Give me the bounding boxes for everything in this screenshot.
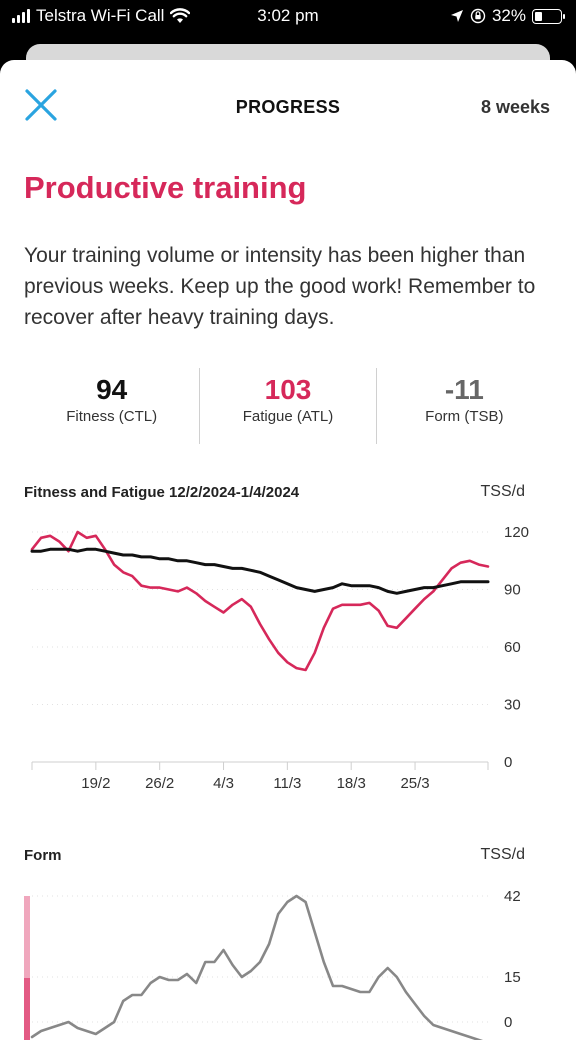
period-selector[interactable]: 8 weeks <box>480 97 550 117</box>
fitness-fatigue-chart-title: Fitness and Fatigue 12/2/2024-1/4/2024 <box>24 484 300 501</box>
battery-percent: 32% <box>491 6 526 25</box>
x-tick-label: 25/3 <box>400 775 429 792</box>
fitness-fatigue-chart-unit: TSS/d <box>480 483 525 500</box>
x-tick-label: 18/3 <box>337 775 366 792</box>
clock: 3:02 pm <box>257 6 319 25</box>
progress-sheet: PROGRESS 8 weeks Productive training You… <box>0 60 576 1040</box>
battery-icon <box>532 8 565 24</box>
x-tick-label: 26/2 <box>145 775 174 792</box>
fitness-series-line <box>30 547 490 595</box>
y-tick-label: 42 <box>504 888 521 905</box>
y-tick-label: 60 <box>504 639 521 656</box>
form-zone-bar <box>24 896 30 978</box>
metric-label: Fitness (CTL) <box>66 408 158 425</box>
form-chart[interactable]: 0 15 42 <box>0 880 576 1040</box>
y-tick-label: 0 <box>504 1014 512 1031</box>
x-tick-label: 11/3 <box>273 775 301 792</box>
metric-form: -11 Form (TSB) <box>375 368 552 444</box>
page-title: PROGRESS <box>235 97 341 117</box>
y-tick-label: 120 <box>504 524 529 541</box>
carrier-label: Telstra Wi-Fi Call <box>36 6 165 25</box>
y-tick-label: 15 <box>504 969 521 986</box>
metrics-row: 94 Fitness (CTL) 103 Fatigue (ATL) -11 F… <box>24 368 552 444</box>
fatigue-series-line <box>30 530 490 672</box>
metric-fatigue: 103 Fatigue (ATL) <box>199 368 375 444</box>
training-status-description: Your training volume or intensity has be… <box>24 244 536 329</box>
x-tick-label: 4/3 <box>213 775 234 792</box>
header: PROGRESS 8 weeks <box>0 60 576 150</box>
metric-fitness: 94 Fitness (CTL) <box>24 368 199 444</box>
metric-label: Fatigue (ATL) <box>242 408 334 425</box>
form-series-line <box>30 894 484 1040</box>
location-arrow-icon <box>450 10 463 22</box>
form-zone-bar <box>24 978 30 1040</box>
metric-value: 94 <box>96 374 128 405</box>
form-chart-unit: TSS/d <box>480 846 525 863</box>
metric-value: -11 <box>444 374 484 405</box>
y-tick-label: 30 <box>504 697 521 714</box>
wifi-icon <box>170 8 191 23</box>
form-chart-title: Form <box>24 847 62 864</box>
y-tick-label: 0 <box>504 754 512 771</box>
cellular-signal-icon <box>12 9 30 23</box>
metric-value: 103 <box>264 374 312 405</box>
fitness-fatigue-chart[interactable]: 0 30 60 90 120 19/2 26/2 4/3 11/3 18/3 25/3 <box>0 500 576 820</box>
close-icon[interactable] <box>24 88 58 122</box>
training-status-title: Productive training <box>24 170 307 205</box>
status-bar: Telstra Wi-Fi Call 3:02 pm 32% <box>0 0 576 36</box>
x-tick-label: 19/2 <box>81 775 110 792</box>
orientation-lock-icon <box>470 8 486 24</box>
metric-label: Form (TSB) <box>425 408 504 425</box>
y-tick-label: 90 <box>504 582 521 599</box>
